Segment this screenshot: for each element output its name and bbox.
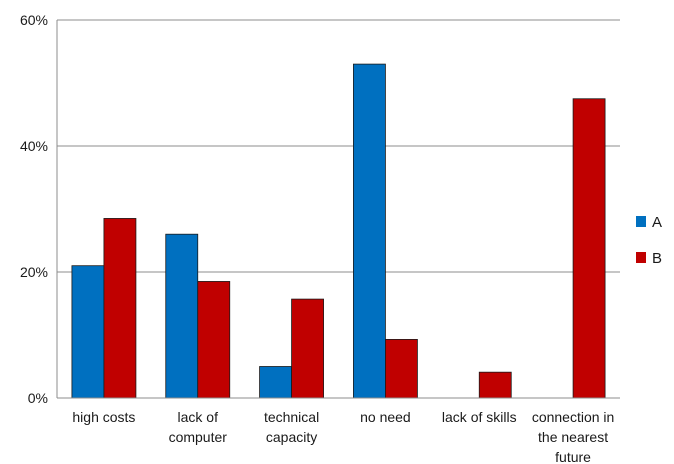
bar-B-5	[572, 98, 606, 399]
x-category-label: no need	[360, 409, 411, 425]
x-category-label: technical capacity	[264, 409, 319, 445]
legend-swatch-A	[636, 216, 646, 227]
bar-B-2	[291, 298, 324, 399]
x-category-label: lack of skills	[442, 409, 517, 425]
bars	[71, 63, 606, 399]
x-category-label: high costs	[72, 409, 135, 425]
y-axis-tick-labels: 0% 20% 40% 60%	[20, 12, 48, 406]
gridlines	[57, 19, 620, 273]
x-category-label: lack of computer	[169, 409, 228, 445]
bar-A-0	[71, 265, 105, 399]
bar-A-2	[259, 366, 292, 399]
bar-B-4	[478, 371, 512, 399]
bar-B-0	[103, 218, 137, 399]
x-category-label: connection in the nearest future	[532, 409, 615, 464]
bar-B-3	[385, 339, 418, 399]
bar-B-1	[197, 281, 231, 399]
y-tick-label: 40%	[20, 138, 48, 154]
y-tick-label: 20%	[20, 264, 48, 280]
category-labels: high costs lack of computer technical capaci…	[72, 409, 614, 464]
axes	[56, 20, 620, 399]
legend-swatch-B	[636, 252, 646, 263]
y-tick-label: 60%	[20, 12, 48, 28]
legend-label-A: A	[652, 214, 662, 231]
bar-A-3	[353, 63, 386, 399]
y-tick-label: 0%	[28, 390, 48, 406]
bar-A-1	[165, 233, 199, 399]
legend: AB	[636, 214, 662, 267]
legend-label-B: B	[652, 250, 662, 267]
